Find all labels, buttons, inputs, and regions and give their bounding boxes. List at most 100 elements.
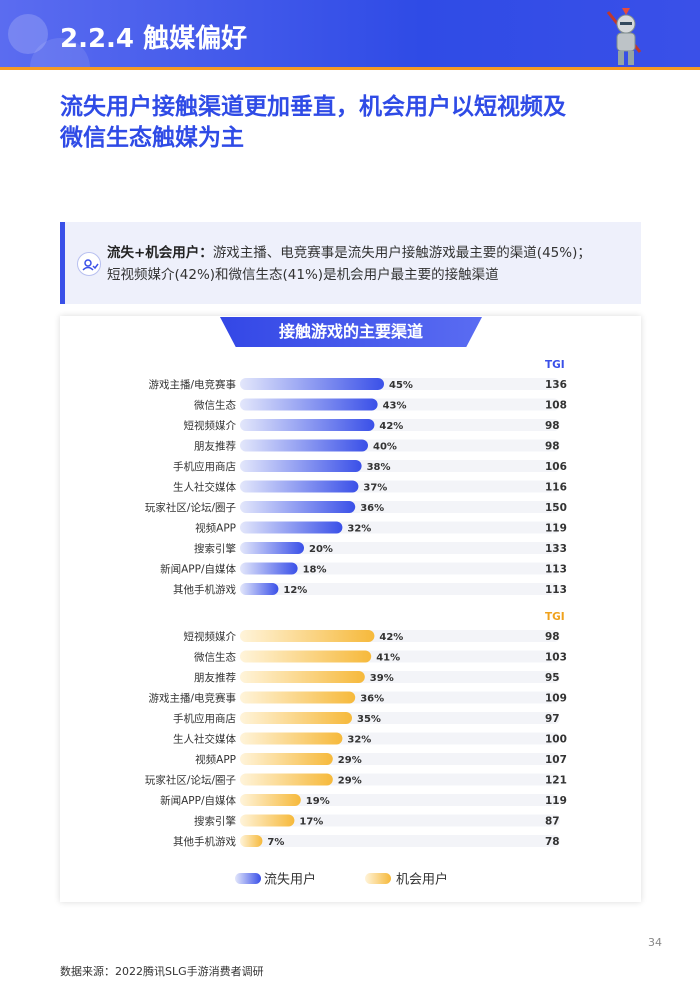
bar-track [240, 562, 560, 575]
data-label: 12% [283, 585, 307, 596]
category-label: 游戏主播/电竞赛事 [148, 692, 236, 705]
tgi-value: 108 [545, 400, 567, 412]
bar-track [240, 583, 560, 595]
category-label: 短视频媒介 [184, 419, 237, 432]
data-label: 36% [360, 694, 384, 705]
legend-label: 流失用户 [264, 872, 316, 888]
tgi-value: 107 [545, 754, 567, 766]
bar-lost-user [240, 378, 384, 390]
tgi-value: 98 [545, 420, 560, 432]
tgi-value: 150 [545, 502, 567, 514]
callout-line: 短视频媒介(42%)和微信生态(41%)是机会用户最主要的接触渠道 [107, 267, 499, 283]
tgi-header: TGI [545, 359, 565, 371]
category-label: 游戏主播/电竞赛事 [148, 378, 236, 391]
bar-lost-user [240, 439, 368, 452]
bar-opportunity-user [240, 835, 263, 847]
tgi-value: 119 [545, 795, 567, 807]
legend-label: 机会用户 [396, 872, 448, 888]
callout-label: 流失+机会用户： [107, 245, 213, 261]
tgi-value: 113 [545, 564, 567, 576]
category-label: 微信生态 [194, 399, 236, 412]
bar-lost-user [240, 521, 343, 534]
data-label: 29% [338, 776, 362, 787]
bar-track [240, 542, 560, 554]
section-title: 2.2.4 触媒偏好 [60, 24, 248, 54]
legend-swatch-opportunity [365, 873, 391, 884]
category-label: 短视频媒介 [184, 630, 237, 643]
bar-lost-user [240, 542, 304, 554]
bar-opportunity-user [240, 671, 365, 683]
bar-lost-user [240, 501, 356, 513]
data-label: 43% [383, 401, 407, 412]
headline-line: 微信生态触媒为主 [60, 125, 244, 151]
tgi-value: 106 [545, 461, 567, 473]
bar-track [240, 794, 560, 806]
bar-opportunity-user [240, 732, 343, 745]
data-label: 38% [367, 462, 391, 473]
tgi-value: 78 [545, 836, 560, 848]
bar-opportunity-user [240, 650, 372, 663]
callout-line: 游戏主播、电竞赛事是流失用户接触游戏最主要的渠道(45%)； [212, 245, 591, 261]
tgi-value: 119 [545, 523, 567, 535]
data-label: 7% [267, 837, 284, 848]
tgi-value: 116 [545, 482, 567, 494]
data-label: 20% [309, 544, 333, 555]
header-decoration [8, 14, 48, 54]
page-number: 34 [648, 936, 662, 949]
page-headline: 流失用户接触渠道更加垂直，机会用户以短视频及 微信生态触媒为主 [60, 92, 660, 154]
callout-text: 流失+机会用户：游戏主播、电竞赛事是流失用户接触游戏最主要的渠道(45%)； 短… [107, 242, 642, 286]
legend-swatch-lost [235, 873, 261, 884]
tgi-value: 121 [545, 775, 567, 787]
chart-title: 接触游戏的主要渠道 [220, 317, 482, 347]
data-label: 42% [379, 632, 403, 643]
category-label: 微信生态 [194, 651, 236, 664]
category-label: 手机应用商店 [173, 712, 236, 725]
tgi-value: 109 [545, 693, 567, 705]
insight-callout: 流失+机会用户：游戏主播、电竞赛事是流失用户接触游戏最主要的渠道(45%)； 短… [60, 222, 641, 304]
tgi-value: 113 [545, 584, 567, 596]
bar-lost-user [240, 583, 279, 595]
data-source: 数据来源：2022腾讯SLG手游消费者调研 [60, 965, 264, 978]
data-label: 29% [338, 755, 362, 766]
bar-lost-user [240, 419, 375, 431]
chart-panel: TGI 游戏主播/电竞赛事 45% 136 微信生态 43% 108 短视频媒介 42% 98 朋友… [60, 316, 641, 902]
category-label: 朋友推荐 [194, 440, 236, 453]
category-label: 生人社交媒体 [173, 481, 236, 494]
data-label: 32% [347, 735, 371, 746]
data-label: 36% [360, 503, 384, 514]
category-label: 新闻APP/自媒体 [160, 563, 236, 576]
headline-line: 流失用户接触渠道更加垂直，机会用户以短视频及 [60, 94, 566, 120]
data-label: 41% [376, 653, 400, 664]
bar-lost-user [240, 460, 362, 472]
user-icon [77, 252, 101, 276]
category-label: 玩家社区/论坛/圈子 [145, 774, 236, 787]
tgi-value: 97 [545, 713, 560, 725]
data-label: 37% [363, 483, 387, 494]
data-label: 17% [299, 817, 323, 828]
bar-track [240, 814, 560, 827]
tgi-value: 98 [545, 441, 560, 453]
tgi-value: 100 [545, 734, 567, 746]
bar-chart: TGI 游戏主播/电竞赛事 45% 136 微信生态 43% 108 短视频媒介 42% 98 朋友… [145, 359, 567, 888]
category-label: 搜索引擎 [194, 815, 236, 828]
category-label: 朋友推荐 [194, 671, 236, 684]
data-label: 35% [357, 714, 381, 725]
bar-opportunity-user [240, 712, 352, 724]
category-label: 其他手机游戏 [173, 583, 236, 596]
data-label: 39% [370, 673, 394, 684]
bar-opportunity-user [240, 814, 295, 827]
tgi-value: 98 [545, 631, 560, 643]
bar-opportunity-user [240, 753, 333, 765]
tgi-value: 87 [545, 816, 560, 828]
category-label: 其他手机游戏 [173, 835, 236, 848]
data-label: 18% [303, 565, 327, 576]
category-label: 生人社交媒体 [173, 733, 236, 746]
category-label: 视频APP [195, 522, 236, 535]
bar-lost-user [240, 398, 378, 411]
data-label: 45% [389, 380, 413, 391]
category-label: 手机应用商店 [173, 460, 236, 473]
category-label: 搜索引擎 [194, 542, 236, 555]
bar-opportunity-user [240, 794, 301, 806]
data-label: 19% [306, 796, 330, 807]
bar-opportunity-user [240, 773, 333, 786]
